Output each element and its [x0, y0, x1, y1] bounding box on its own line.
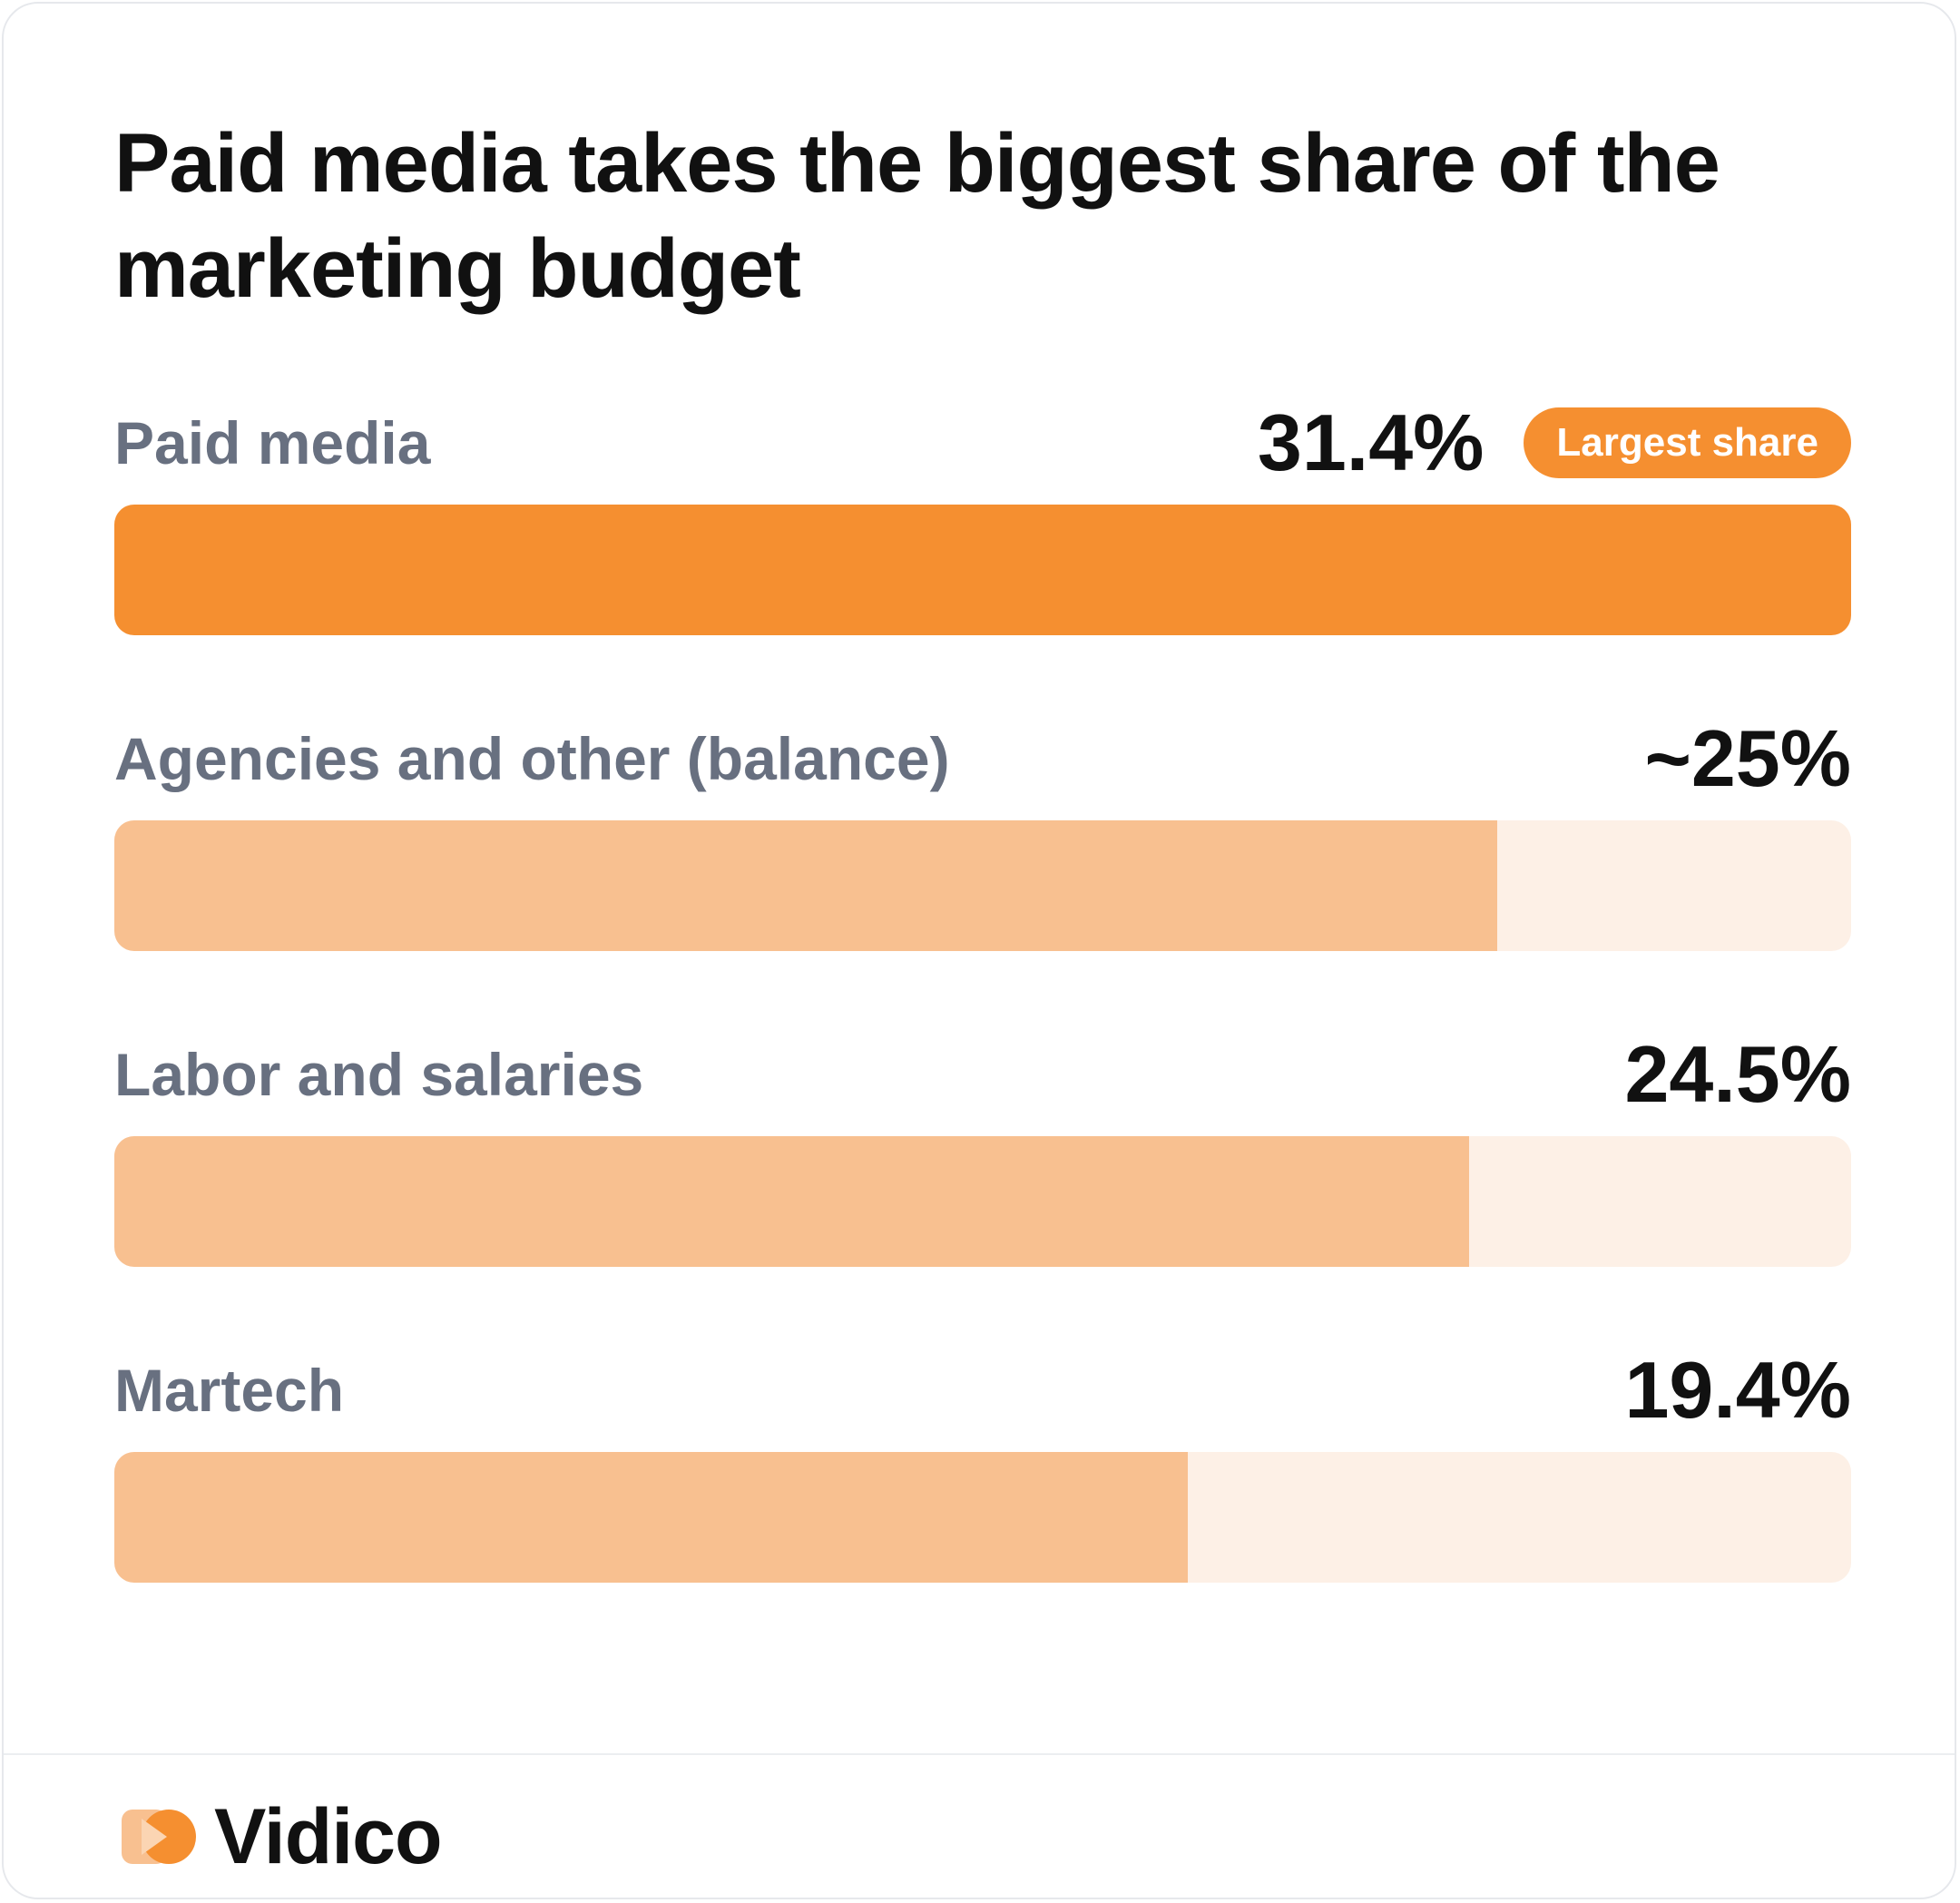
bar-track — [114, 1136, 1851, 1267]
largest-share-badge: Largest share — [1524, 407, 1851, 478]
bar-label: Martech — [114, 1357, 345, 1424]
bar-label: Labor and salaries — [114, 1041, 644, 1108]
brand-name: Vidico — [214, 1793, 442, 1880]
bar-value-label: 24.5% — [1624, 1029, 1851, 1119]
bar-track — [114, 505, 1851, 635]
bar — [114, 820, 1497, 951]
bar-value-label: ~25% — [1644, 713, 1851, 803]
bar — [114, 1136, 1470, 1267]
bar-track — [114, 820, 1851, 951]
bar-label: Agencies and other (balance) — [114, 725, 950, 792]
bar-track — [114, 1452, 1851, 1583]
footer-divider — [4, 1753, 1955, 1755]
bar-value-group: 24.5% — [1624, 1029, 1851, 1119]
bar-value-label: 19.4% — [1624, 1345, 1851, 1435]
bar-value-label: 31.4% — [1257, 397, 1485, 487]
chart-title: Paid media takes the biggest share of th… — [114, 117, 1720, 315]
logo-shape-front — [142, 1810, 196, 1864]
bar-value-group: 31.4% Largest share — [1257, 397, 1851, 487]
vidico-logo-icon — [122, 1810, 196, 1864]
vidico-logo: Vidico — [122, 1796, 442, 1878]
bar-label: Paid media — [114, 409, 431, 476]
logo-shape-overlap — [142, 1819, 167, 1855]
bar — [114, 1452, 1188, 1583]
bar — [114, 505, 1851, 635]
bar-value-group: ~25% — [1644, 713, 1851, 803]
bar-value-group: 19.4% — [1624, 1345, 1851, 1435]
